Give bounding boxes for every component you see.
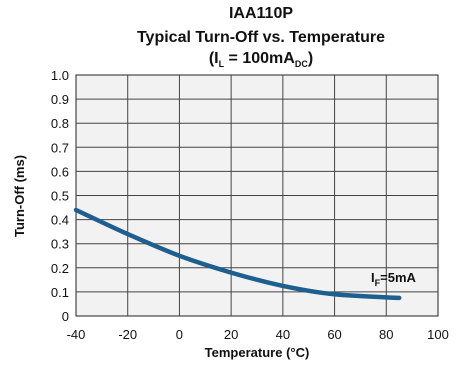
series-label-main: I — [371, 270, 375, 285]
y-tick-labels: 0 0.1 0.2 0.3 0.4 0.5 0.6 0.7 0.8 0.9 1.0 — [51, 68, 69, 324]
chart-title: IAA110P — [229, 5, 293, 22]
x-tick-label: 0 — [176, 327, 183, 342]
x-axis-label: Temperature (°C) — [205, 345, 310, 360]
condition-close: ) — [308, 50, 313, 67]
condition-unit-subscript: DC — [295, 59, 308, 69]
chart-subtitle: Typical Turn-Off vs. Temperature — [137, 29, 385, 46]
y-tick-label: 0.8 — [51, 116, 69, 131]
y-tick-label: 0.5 — [51, 189, 69, 204]
series-label-subscript: F — [375, 278, 381, 288]
chart-condition: (IL = 100mADC) — [209, 50, 313, 69]
condition-value: = 100mA — [224, 50, 295, 67]
y-tick-label: 0.6 — [51, 164, 69, 179]
y-tick-label: 0.7 — [51, 140, 69, 155]
y-tick-label: 0.2 — [51, 261, 69, 276]
y-tick-label: 0.3 — [51, 237, 69, 252]
x-tick-label: -40 — [67, 327, 86, 342]
x-tick-label: 60 — [327, 327, 341, 342]
x-tick-label: 20 — [224, 327, 238, 342]
series-label: IF=5mA — [371, 270, 417, 288]
y-tick-label: 0 — [62, 309, 69, 324]
y-tick-label: 0.9 — [51, 92, 69, 107]
y-tick-label: 0.4 — [51, 213, 69, 228]
x-tick-label: 40 — [276, 327, 290, 342]
x-tick-label: 80 — [379, 327, 393, 342]
x-tick-label: -20 — [118, 327, 137, 342]
y-tick-label: 0.1 — [51, 285, 69, 300]
condition-subscript: L — [219, 59, 225, 69]
series-line-if-5ma — [73, 207, 402, 301]
x-tick-label: 100 — [427, 327, 449, 342]
series-label-tail: =5mA — [380, 270, 416, 285]
condition-open: (I — [209, 50, 219, 67]
y-tick-label: 1.0 — [51, 68, 69, 83]
grid-lines — [76, 75, 438, 316]
x-tick-labels: -40 -20 0 20 40 60 80 100 — [67, 327, 449, 342]
y-axis-label: Turn-Off (ms) — [12, 155, 27, 237]
